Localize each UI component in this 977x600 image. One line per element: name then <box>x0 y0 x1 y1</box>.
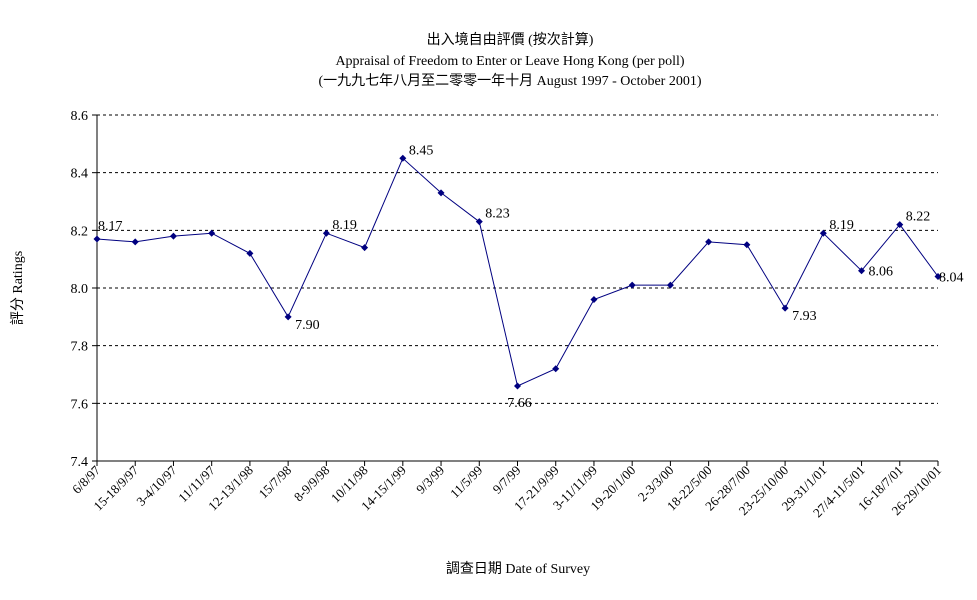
data-label: 8.23 <box>485 207 510 222</box>
chart-subtitle-period: (一九九七年八月至二零零一年十月 August 1997 - October 2… <box>318 73 701 89</box>
data-point <box>246 249 254 257</box>
y-tick-label: 8.6 <box>71 109 89 124</box>
data-point <box>819 229 827 237</box>
y-tick-label: 8.2 <box>71 224 89 239</box>
data-labels: 8.17 7.90 8.19 8.45 8.23 7.66 7.93 8.19 8.06 8.22… <box>98 143 964 411</box>
x-tick-label: 15/7/98 <box>256 463 295 502</box>
data-point <box>781 304 789 312</box>
data-label: 8.22 <box>906 210 931 225</box>
y-tick-label: 8.0 <box>71 282 89 297</box>
x-axis-title: 調查日期 Date of Survey <box>446 561 590 577</box>
y-tick-label: 8.4 <box>71 167 89 182</box>
y-tick-labels: 7.4 7.6 7.8 8.0 8.2 8.4 8.6 <box>71 109 89 470</box>
gridlines <box>97 114 938 404</box>
data-label: 8.17 <box>98 219 123 234</box>
data-point <box>361 244 369 252</box>
data-point <box>284 313 292 321</box>
data-point <box>322 229 330 237</box>
data-point <box>743 241 751 249</box>
y-tick-label: 7.4 <box>71 455 89 470</box>
data-label: 8.19 <box>829 218 854 233</box>
x-tick-label: 9/7/99 <box>490 463 524 497</box>
data-label: 7.93 <box>792 309 817 324</box>
data-point <box>705 238 713 246</box>
y-tick-label: 7.6 <box>71 397 89 412</box>
data-point <box>475 218 483 226</box>
chart-subtitle: Appraisal of Freedom to Enter or Leave H… <box>335 54 684 69</box>
series-line <box>96 157 939 387</box>
data-label: 8.19 <box>332 218 357 233</box>
data-point <box>399 154 407 162</box>
x-tick-label: 3-4/10/97 <box>133 462 180 509</box>
data-point <box>858 267 866 275</box>
data-point <box>590 296 598 304</box>
y-tick-label: 7.8 <box>71 340 89 355</box>
x-tick-label: 9/3/99 <box>413 463 447 497</box>
data-point <box>93 235 101 243</box>
data-label: 8.45 <box>409 143 434 158</box>
x-tick-label: 8-9/9/98 <box>291 463 333 505</box>
data-label: 7.90 <box>295 318 320 333</box>
data-point <box>896 221 904 229</box>
data-point <box>437 189 445 197</box>
data-point <box>628 281 636 289</box>
x-tick-label: 11/5/99 <box>447 463 485 501</box>
data-label: 8.06 <box>869 265 894 280</box>
data-point <box>934 272 942 280</box>
data-point <box>666 281 674 289</box>
axes <box>92 114 939 466</box>
data-label: 7.66 <box>507 396 532 411</box>
data-point <box>131 238 139 246</box>
x-tick-labels: 6/8/9715-18/9/973-4/10/9711/11/9712-13/1… <box>69 462 944 520</box>
data-point <box>552 365 560 373</box>
y-axis-title: 評分 Ratings <box>10 251 26 325</box>
data-point <box>208 229 216 237</box>
chart-title: 出入境自由評價 (按次計算) <box>427 31 594 48</box>
series-ratings <box>93 154 942 390</box>
data-point <box>169 232 177 240</box>
data-label: 8.04 <box>939 270 964 285</box>
data-point <box>514 382 521 390</box>
